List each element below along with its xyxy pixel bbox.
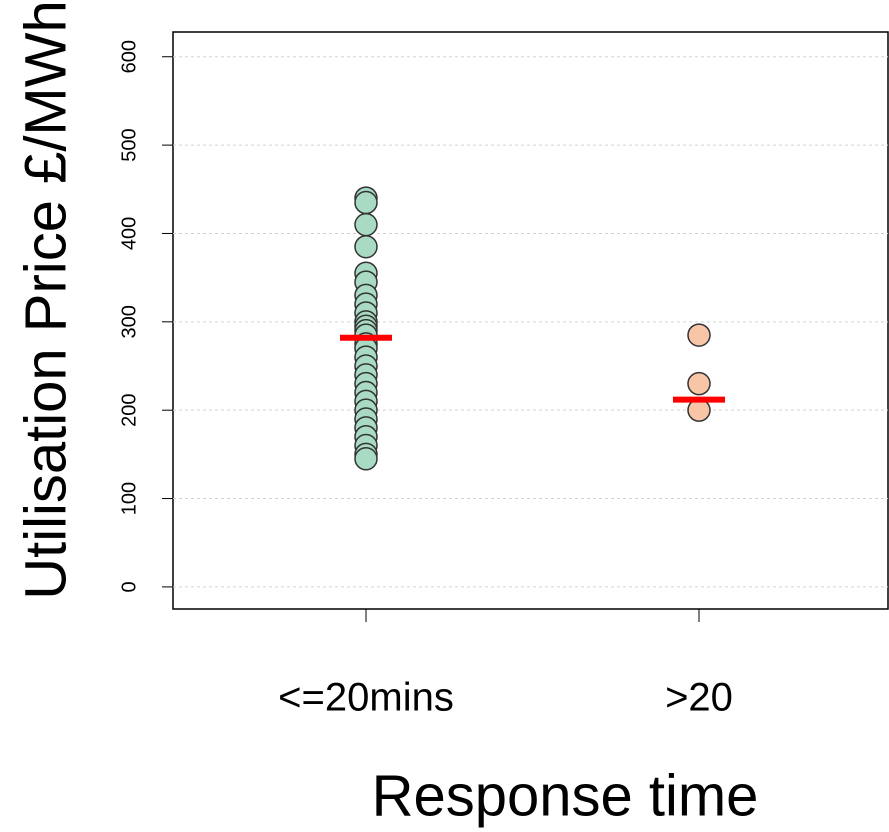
plot-frame xyxy=(172,31,889,610)
y-tick-label: 600 xyxy=(118,40,140,73)
point xyxy=(354,234,378,259)
x-tick-label: <=20mins xyxy=(278,676,454,720)
point xyxy=(687,323,711,347)
y-tick-label: 100 xyxy=(118,482,140,515)
y-tick-label: 0 xyxy=(118,581,140,592)
point xyxy=(354,212,378,237)
y-tick-label: 400 xyxy=(118,217,140,250)
point xyxy=(354,190,378,215)
y-tick-label: 200 xyxy=(118,393,140,426)
y-tick-label: 500 xyxy=(118,128,140,161)
x-axis-label: Response time xyxy=(372,763,759,828)
point xyxy=(354,447,378,471)
x-tick-label: >20 xyxy=(665,676,733,720)
y-axis-label: Utilisation Price £/MWh xyxy=(13,0,78,599)
point xyxy=(687,371,711,396)
y-tick-label: 300 xyxy=(118,305,140,338)
